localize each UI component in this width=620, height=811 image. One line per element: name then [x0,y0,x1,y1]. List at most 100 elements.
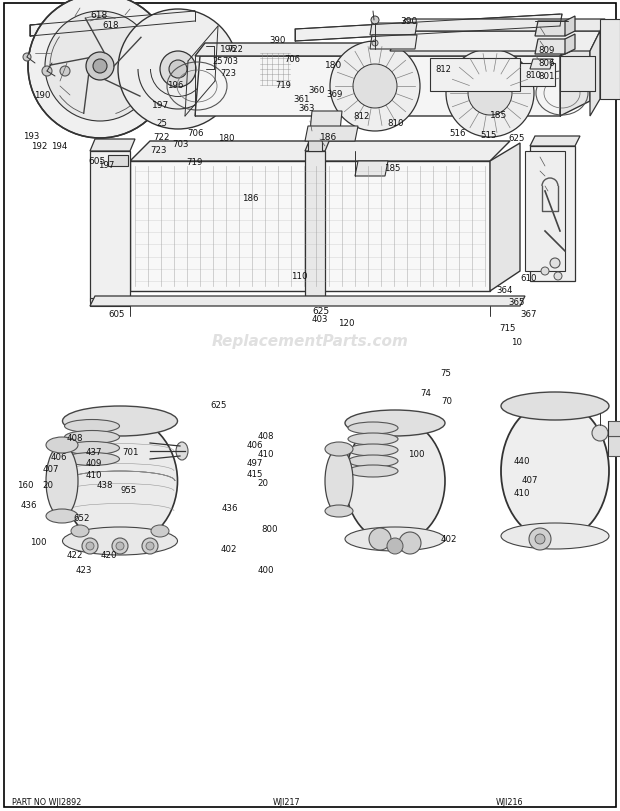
Ellipse shape [46,437,78,453]
Circle shape [28,0,172,139]
Text: 440: 440 [513,456,530,466]
Ellipse shape [176,443,188,461]
Polygon shape [305,152,325,297]
Polygon shape [565,35,575,55]
Ellipse shape [71,526,89,538]
Text: 196: 196 [220,45,237,54]
Circle shape [369,528,391,551]
Ellipse shape [325,449,353,514]
Polygon shape [355,162,388,177]
Text: 722: 722 [227,45,243,54]
Ellipse shape [348,466,398,478]
Polygon shape [370,24,417,36]
Circle shape [93,60,107,74]
Polygon shape [130,162,490,292]
Text: 100: 100 [30,537,46,547]
Circle shape [160,52,196,88]
Text: 516: 516 [450,128,466,138]
Text: 186: 186 [242,194,259,204]
Circle shape [45,12,155,122]
Circle shape [353,65,397,109]
Ellipse shape [260,51,290,89]
Text: 618: 618 [102,21,119,31]
Text: 75: 75 [440,368,451,378]
Text: 400: 400 [257,564,274,574]
Text: 194: 194 [51,141,67,151]
Text: 436: 436 [222,503,239,513]
Text: 408: 408 [257,431,274,440]
Text: 605: 605 [108,309,125,319]
Circle shape [23,54,31,62]
Ellipse shape [345,410,445,436]
Text: 402: 402 [220,544,237,554]
Text: 407: 407 [42,464,59,474]
Polygon shape [195,44,570,57]
Circle shape [219,64,231,76]
Polygon shape [590,32,600,117]
Polygon shape [305,139,330,152]
Polygon shape [305,127,358,142]
Ellipse shape [63,417,177,547]
Text: 367: 367 [521,309,538,319]
Polygon shape [90,297,525,307]
Text: 723: 723 [151,145,167,155]
Polygon shape [90,139,135,152]
Text: 180: 180 [218,133,235,143]
Ellipse shape [345,527,445,551]
Text: 706: 706 [284,54,300,63]
Circle shape [468,72,512,116]
Text: 110: 110 [291,271,308,281]
Text: 403: 403 [311,314,328,324]
Text: 422: 422 [67,550,84,560]
Polygon shape [565,17,575,37]
Text: 800: 800 [262,524,278,534]
Circle shape [298,48,342,92]
Text: 390: 390 [400,16,417,25]
Text: 408: 408 [67,433,84,443]
Text: 197: 197 [98,161,114,170]
Circle shape [169,61,187,79]
Polygon shape [608,422,620,436]
Polygon shape [308,134,322,152]
Text: 438: 438 [96,480,113,490]
Polygon shape [108,156,128,167]
Text: PART NO WJI2892: PART NO WJI2892 [12,796,82,806]
Text: 810: 810 [388,118,404,128]
Circle shape [330,42,420,132]
Polygon shape [560,44,590,117]
Circle shape [554,272,562,281]
Circle shape [535,534,545,544]
Text: 497: 497 [247,458,263,468]
Ellipse shape [63,527,177,556]
Circle shape [203,48,247,92]
Ellipse shape [551,251,565,262]
Polygon shape [130,142,510,162]
Circle shape [60,67,70,77]
Text: 190: 190 [34,90,50,100]
Polygon shape [535,22,568,37]
Text: 361: 361 [293,94,310,104]
Polygon shape [430,59,520,92]
Polygon shape [525,152,565,272]
Polygon shape [535,40,568,55]
Text: 812: 812 [353,112,370,122]
Text: 193: 193 [23,131,39,141]
Ellipse shape [348,423,398,435]
Ellipse shape [63,406,177,436]
Text: 722: 722 [154,132,170,142]
Ellipse shape [46,445,78,517]
Text: 719: 719 [186,157,202,167]
Text: 515: 515 [480,131,497,140]
Text: 363: 363 [298,104,315,114]
Text: 801: 801 [538,71,555,81]
Text: 706: 706 [187,128,204,138]
Text: 70: 70 [441,397,453,406]
Text: 625: 625 [508,133,525,143]
Circle shape [387,539,403,554]
Text: 180: 180 [325,62,342,71]
Text: 25: 25 [212,58,223,67]
Text: 715: 715 [499,324,516,333]
Text: 100: 100 [408,449,425,459]
Ellipse shape [501,523,609,549]
Ellipse shape [64,442,120,455]
